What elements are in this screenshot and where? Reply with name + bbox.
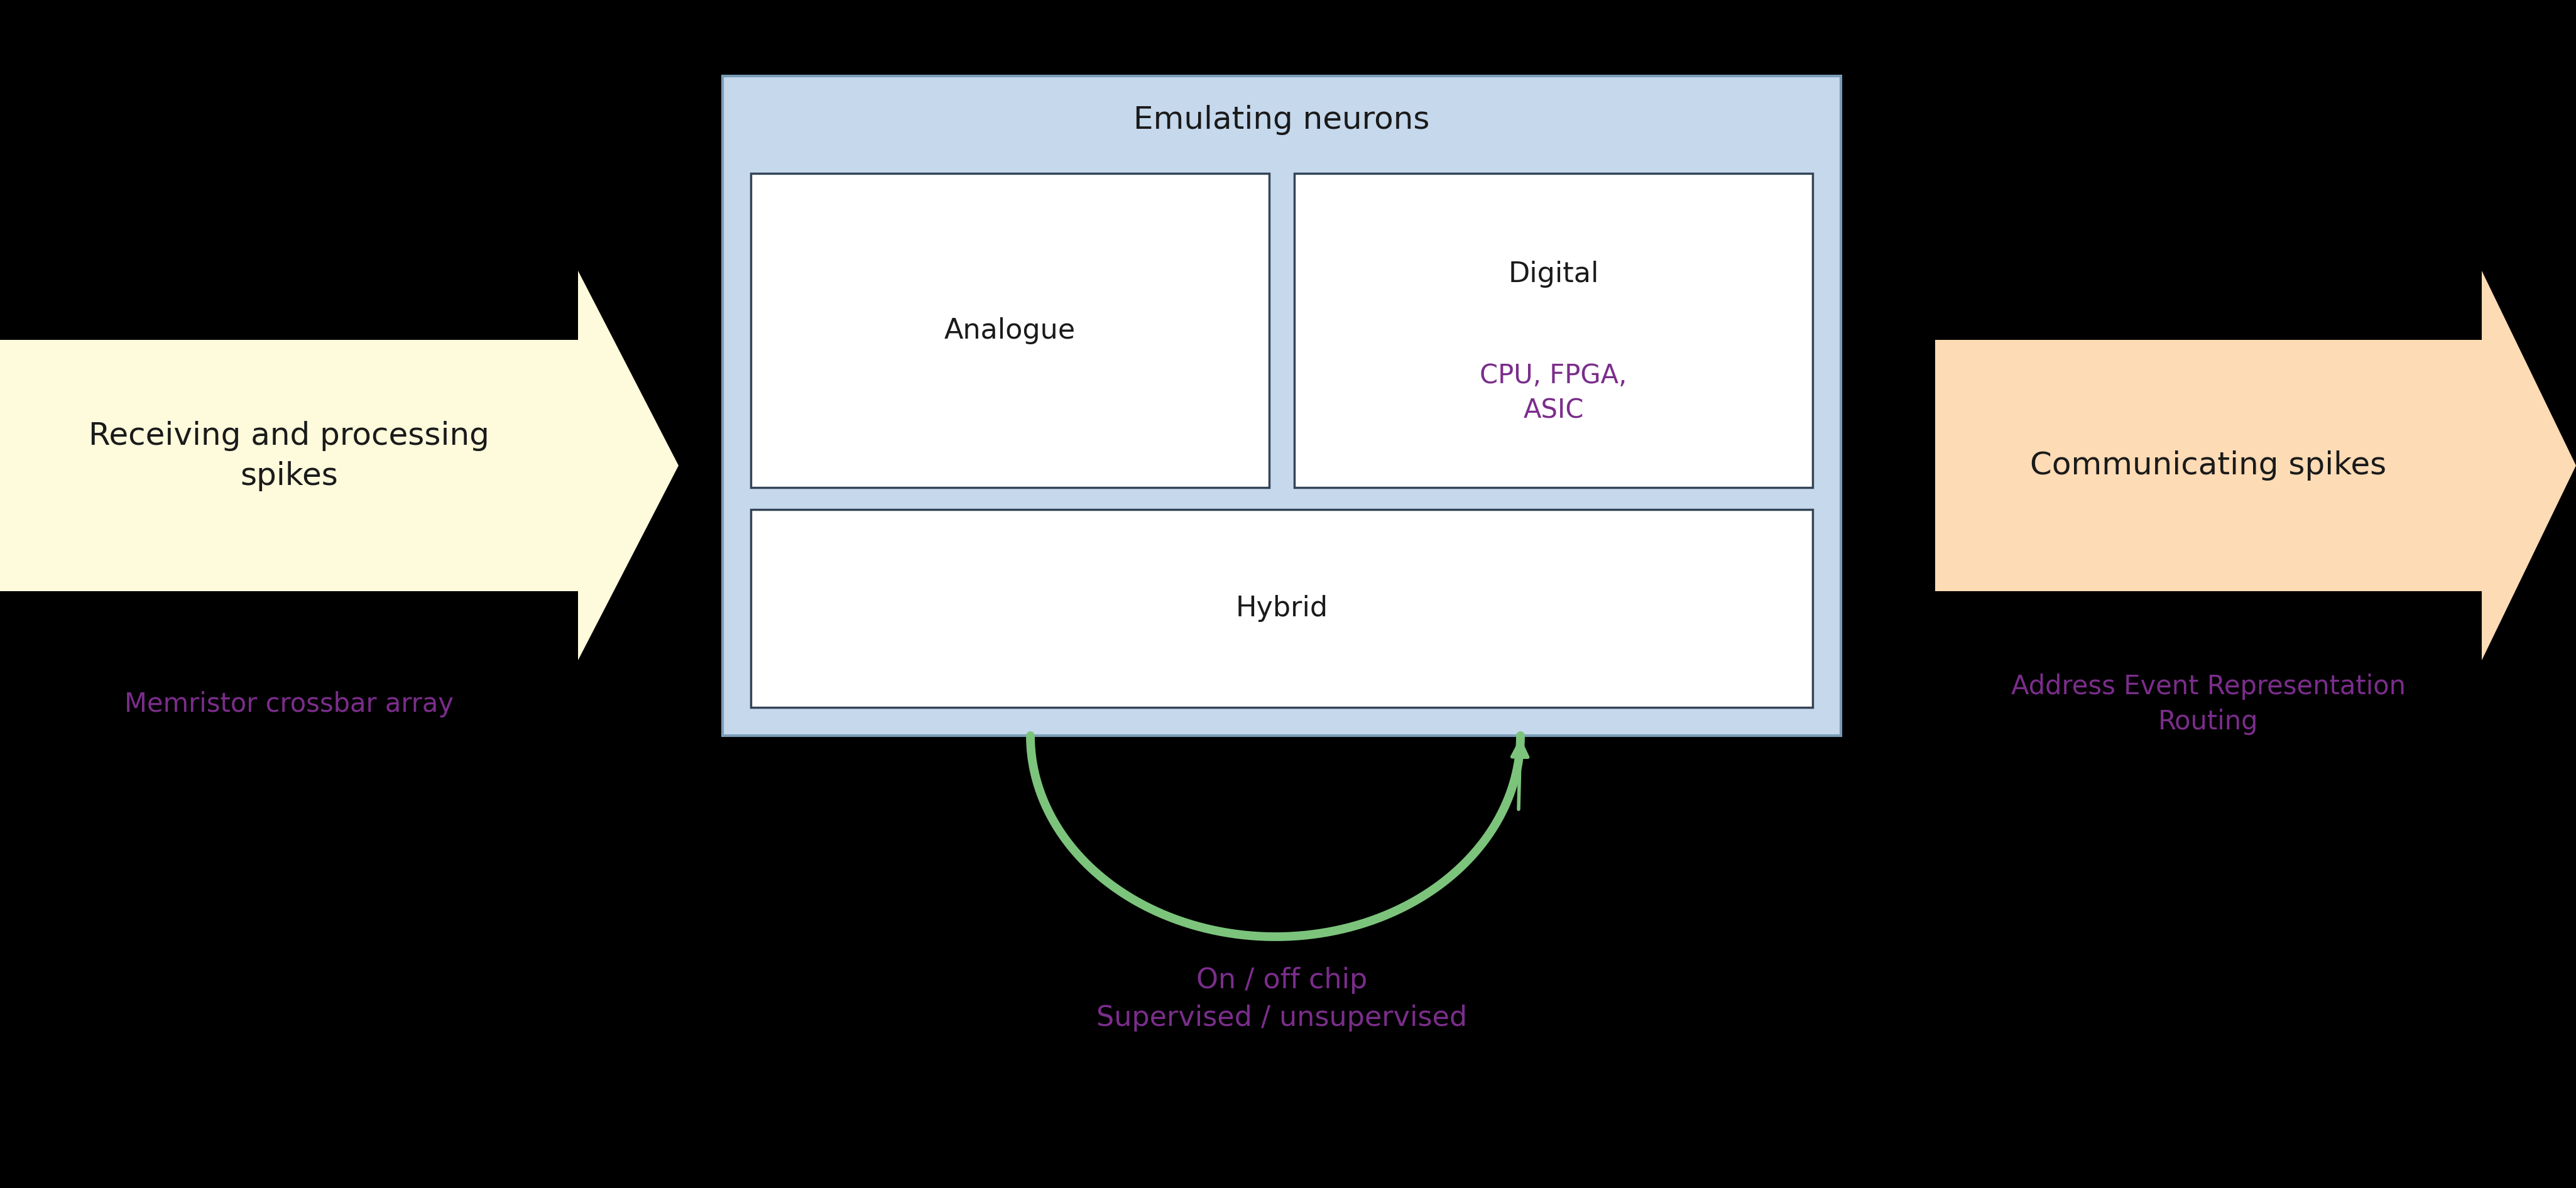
FancyBboxPatch shape: [1293, 173, 1814, 487]
Text: CPU, FPGA,
ASIC: CPU, FPGA, ASIC: [1479, 362, 1628, 424]
Text: Hybrid: Hybrid: [1236, 595, 1329, 623]
Text: Digital: Digital: [1507, 260, 1600, 287]
FancyBboxPatch shape: [750, 510, 1814, 707]
Text: Emulating neurons: Emulating neurons: [1133, 105, 1430, 135]
Text: Address Event Representation
Routing: Address Event Representation Routing: [2012, 674, 2406, 735]
FancyBboxPatch shape: [750, 173, 1270, 487]
Text: Communicating spikes: Communicating spikes: [2030, 450, 2385, 481]
Text: Memristor crossbar array: Memristor crossbar array: [124, 691, 453, 718]
Text: Receiving and processing
spikes: Receiving and processing spikes: [88, 422, 489, 491]
Polygon shape: [0, 271, 677, 661]
Text: On / off chip
Supervised / unsupervised: On / off chip Supervised / unsupervised: [1097, 967, 1468, 1032]
Text: Analogue: Analogue: [945, 317, 1077, 345]
Polygon shape: [1935, 271, 2576, 661]
FancyBboxPatch shape: [721, 76, 1842, 735]
